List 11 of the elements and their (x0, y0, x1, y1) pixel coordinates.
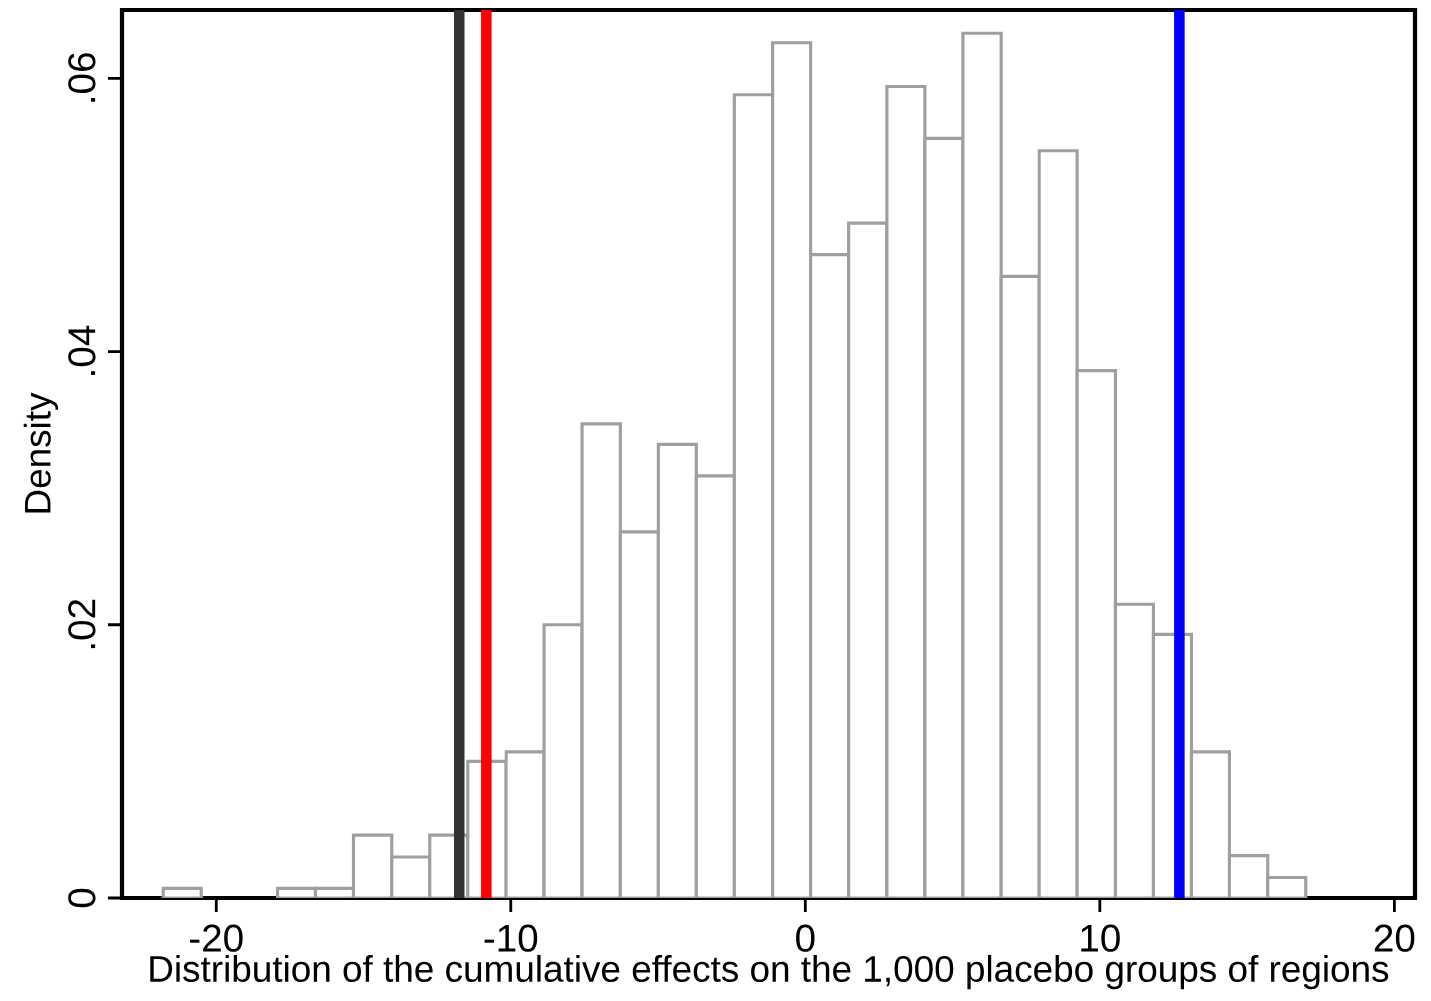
y-tick-label: .04 (68, 325, 96, 375)
x-tick-label: 0 (796, 924, 815, 952)
x-tick-label: 10 (1081, 924, 1120, 952)
y-tick-label: .06 (68, 53, 96, 102)
y-tick-label: 0 (68, 888, 96, 908)
y-tick-label: .02 (68, 599, 96, 649)
x-axis-title: Distribution of the cumulative effects on the 1,000 placebo groups of regions (150, 954, 1389, 990)
x-tick-label: -20 (190, 924, 243, 952)
x-tick-label: 20 (1374, 924, 1415, 952)
x-tick-label: -10 (484, 924, 538, 952)
y-axis-title: Density (23, 392, 59, 513)
